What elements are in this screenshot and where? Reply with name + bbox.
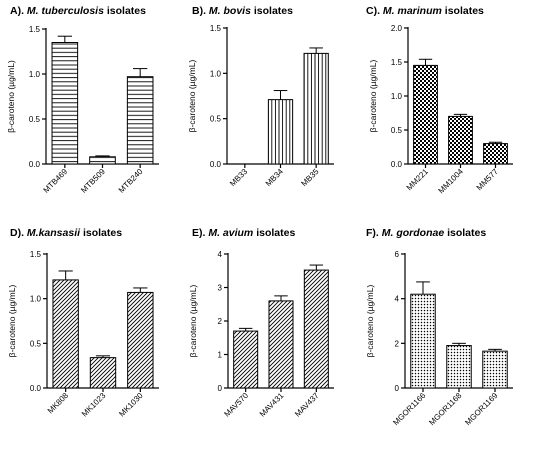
panel-title-suffix: isolates (442, 5, 484, 17)
x-tick-label: MGOR1166 (391, 391, 428, 428)
chart-panel-1: A). M. tuberculosis isolates β-caroteno (… (6, 5, 159, 195)
y-tick-label: 1.0 (29, 70, 41, 79)
x-tick-label: MM577 (475, 167, 501, 193)
panel-title-prefix: A). (10, 5, 27, 17)
y-axis-label: β-caroteno (µg/mL) (7, 285, 17, 358)
panel-title: C). M. marinum isolates (366, 5, 484, 17)
bar-mtb240 (126, 76, 154, 165)
panel-title-suffix: isolates (444, 227, 486, 239)
y-tick-label: 4 (395, 295, 400, 304)
chart-panel-3: C). M. marinum isolates β-caroteno (µg/mL… (366, 5, 513, 195)
bar-mgor1166 (410, 293, 436, 389)
bar-mb34 (267, 99, 294, 165)
y-tick-label: 1.5 (391, 58, 403, 67)
bar-mgor1169 (482, 350, 508, 389)
x-tick-label: MM221 (405, 167, 431, 193)
bar-mk808 (52, 279, 79, 389)
y-tick-label: 2 (218, 317, 223, 326)
x-tick-label: MB33 (228, 167, 250, 189)
y-tick-label: 0 (218, 384, 223, 393)
bar-mtb509 (89, 156, 116, 165)
y-tick-label: 1.5 (30, 250, 42, 259)
y-tick-label: 0.0 (391, 160, 403, 169)
panel-title-species: M. avium (208, 227, 253, 239)
panel-title-prefix: F). (366, 227, 382, 239)
panel-title-suffix: isolates (253, 227, 295, 239)
panel-title-suffix: isolates (251, 5, 293, 17)
panel-title: B). M. bovis isolates (192, 5, 293, 17)
y-tick-label: 1 (218, 351, 223, 360)
y-tick-label: 1.0 (391, 92, 403, 101)
x-tick-label: MB34 (264, 167, 286, 189)
y-tick-label: 6 (395, 250, 400, 259)
chart-panel-4: D). M.kansasii isolates β-caroteno (µg/mL… (7, 227, 159, 418)
panel-title-prefix: E). (192, 227, 208, 239)
bar-mm221 (413, 64, 438, 165)
y-tick-label: 3 (218, 284, 223, 293)
panel-title: D). M.kansasii isolates (10, 227, 122, 239)
x-tick-label: MB35 (299, 167, 321, 189)
y-axis-label: β-caroteno (µg/mL) (188, 285, 198, 358)
x-tick-label: MGOR1169 (463, 391, 500, 428)
bar-mm577 (483, 143, 508, 165)
chart-panel-5: E). M. avium isolates β-caroteno (µg/mL) 0… (188, 227, 334, 419)
y-axis-label: β-caroteno (µg/mL) (187, 60, 197, 133)
bar-mtb469 (51, 42, 79, 165)
x-tick-label: MK1023 (80, 391, 108, 419)
panel-title-species: M. tuberculosis (27, 5, 104, 17)
panel-title-suffix: isolates (104, 5, 146, 17)
y-tick-label: 1.0 (30, 295, 42, 304)
chart-panel-6: F). M. gordonae isolates β-caroteno (µg/m… (365, 227, 513, 427)
panel-title-prefix: D). (10, 227, 27, 239)
y-tick-label: 0.0 (30, 384, 42, 393)
x-tick-label: MK808 (46, 391, 71, 416)
y-tick-label: 1.0 (210, 69, 222, 78)
y-tick-label: 4 (218, 250, 223, 259)
y-tick-label: 0.0 (210, 160, 222, 169)
y-tick-label: 2 (395, 339, 400, 348)
panel-title: A). M. tuberculosis isolates (10, 5, 146, 17)
bar-mav570 (233, 330, 259, 389)
x-tick-label: MK1030 (117, 391, 145, 419)
y-axis-label: β-caroteno (µg/mL) (368, 60, 378, 133)
y-tick-label: 0.0 (29, 160, 41, 169)
y-tick-label: 1.5 (29, 25, 41, 34)
bar-mk1023 (89, 357, 117, 389)
x-tick-label: MGOR1168 (427, 391, 464, 428)
y-tick-label: 0.5 (391, 126, 403, 135)
bar-mav437 (303, 269, 329, 389)
bar-mav431 (268, 300, 294, 389)
panel-title-prefix: B). (192, 5, 209, 17)
panel-title-species: M. gordonae (382, 227, 445, 239)
y-tick-label: 0 (395, 384, 400, 393)
x-tick-label: MTB240 (117, 167, 145, 195)
bar-mgor1168 (446, 345, 472, 389)
x-tick-label: MAV431 (258, 391, 286, 419)
panel-title: E). M. avium isolates (192, 227, 295, 239)
chart-panel-2: B). M. bovis isolates β-caroteno (µg/mL) 0… (187, 5, 334, 188)
x-tick-label: MAV570 (222, 391, 250, 419)
y-axis-label: β-caroteno (µg/mL) (365, 285, 375, 358)
y-tick-label: 0.5 (29, 115, 41, 124)
panel-title-species: M. bovis (209, 5, 251, 17)
panel-title-suffix: isolates (80, 227, 122, 239)
bar-mb35 (303, 52, 329, 165)
y-tick-label: 1.5 (210, 24, 222, 33)
y-tick-label: 0.5 (30, 339, 42, 348)
bar-mm1004 (448, 115, 473, 165)
y-tick-label: 0.5 (210, 115, 222, 124)
y-axis-label: β-caroteno (µg/mL) (6, 60, 16, 133)
panel-title: F). M. gordonae isolates (366, 227, 486, 239)
panel-title-prefix: C). (366, 5, 383, 17)
x-tick-label: MTB469 (42, 167, 70, 195)
panel-title-species: M.kansasii (27, 227, 81, 239)
x-tick-label: MM1004 (437, 167, 466, 196)
x-tick-label: MAV437 (293, 391, 321, 419)
y-tick-label: 2.0 (391, 24, 403, 33)
bar-mk1030 (127, 291, 154, 389)
panel-title-species: M. marinum (383, 5, 442, 17)
x-tick-label: MTB509 (79, 167, 107, 195)
